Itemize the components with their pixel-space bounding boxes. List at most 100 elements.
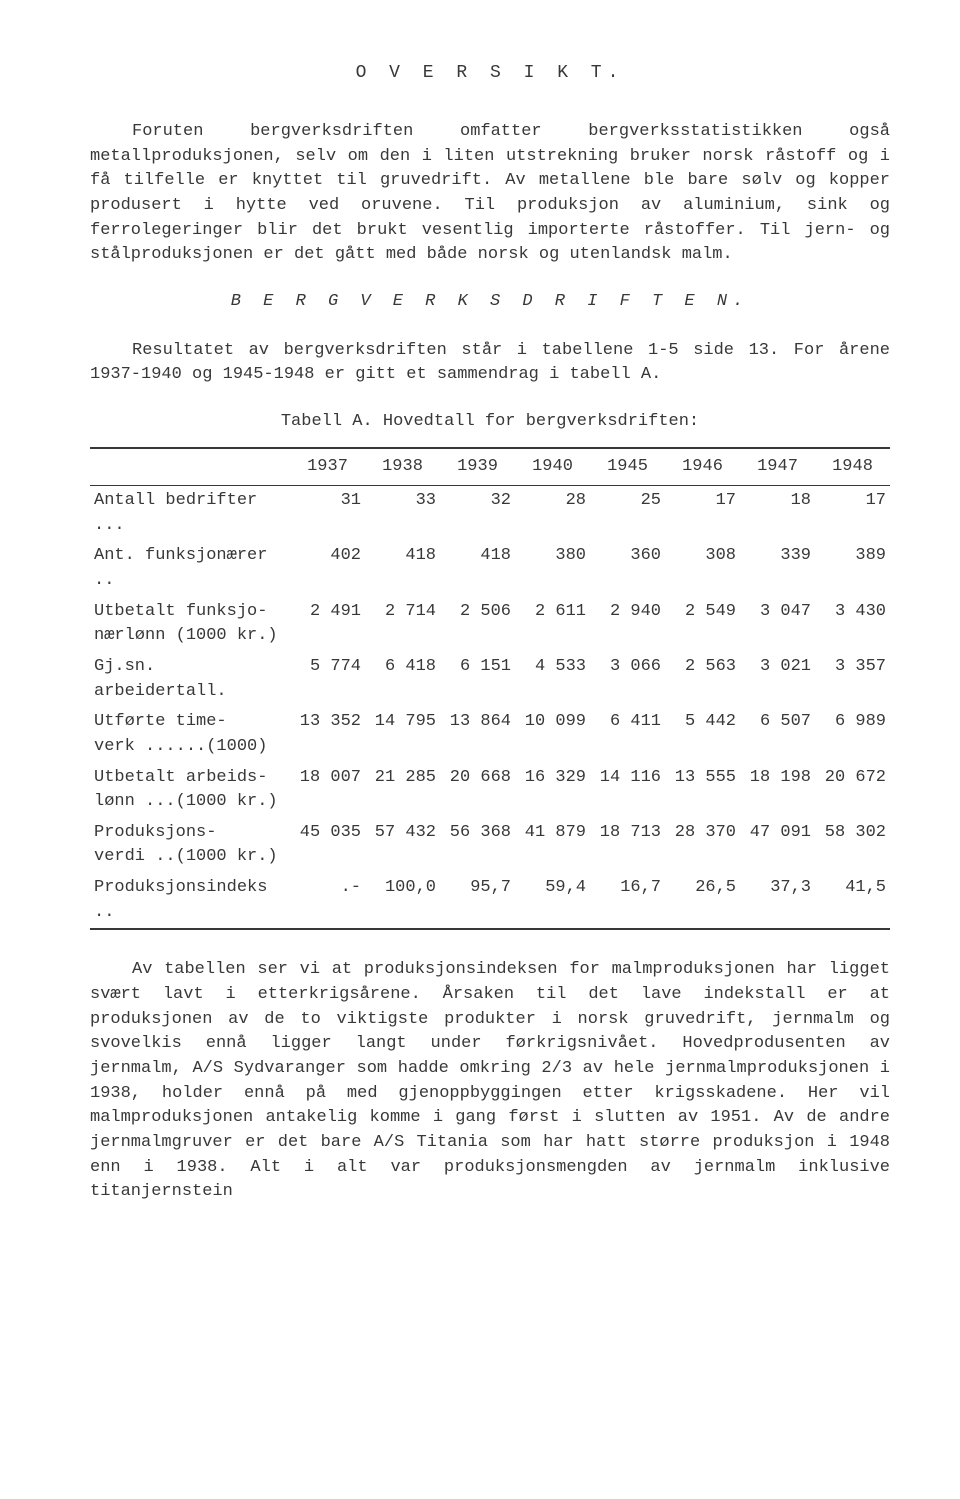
row-cell: 41,5 — [815, 873, 890, 929]
row-label: Gj.sn. arbeidertall. — [90, 652, 290, 707]
row-cell: 17 — [665, 486, 740, 542]
row-cell: 10 099 — [515, 707, 590, 762]
row-label: Utførte time- verk ......(1000) — [90, 707, 290, 762]
row-cell: 380 — [515, 541, 590, 596]
row-cell: 28 370 — [665, 818, 740, 873]
row-cell: 2 549 — [665, 597, 740, 652]
row-label: Produksjonsindeks .. — [90, 873, 290, 929]
table-header-year: 1940 — [515, 448, 590, 486]
row-label: Utbetalt funksjo- nærlønn (1000 kr.) — [90, 597, 290, 652]
table-row: Gj.sn. arbeidertall.5 7746 4186 1514 533… — [90, 652, 890, 707]
table-header-year: 1939 — [440, 448, 515, 486]
row-cell: 339 — [740, 541, 815, 596]
row-cell: 13 864 — [440, 707, 515, 762]
row-cell: 16,7 — [590, 873, 665, 929]
row-cell: 58 302 — [815, 818, 890, 873]
row-cell: 18 — [740, 486, 815, 542]
row-cell: 5 774 — [290, 652, 365, 707]
row-label: Ant. funksjonærer .. — [90, 541, 290, 596]
row-cell: 18 007 — [290, 763, 365, 818]
row-cell: 3 066 — [590, 652, 665, 707]
row-cell: 3 430 — [815, 597, 890, 652]
row-cell: 6 411 — [590, 707, 665, 762]
row-cell: 100,0 — [365, 873, 440, 929]
table-header-year: 1938 — [365, 448, 440, 486]
table-header-year: 1945 — [590, 448, 665, 486]
row-cell: 3 021 — [740, 652, 815, 707]
row-cell: 18 198 — [740, 763, 815, 818]
paragraph-analysis-text: Av tabellen ser vi at produksjonsindekse… — [90, 960, 890, 1201]
row-cell: 2 940 — [590, 597, 665, 652]
row-cell: 2 714 — [365, 597, 440, 652]
table-header-year: 1947 — [740, 448, 815, 486]
row-cell: 389 — [815, 541, 890, 596]
row-cell: 418 — [365, 541, 440, 596]
table-row: Utbetalt arbeids- lønn ...(1000 kr.)18 0… — [90, 763, 890, 818]
row-cell: 5 442 — [665, 707, 740, 762]
row-cell: 14 795 — [365, 707, 440, 762]
row-cell: 17 — [815, 486, 890, 542]
row-cell: 2 491 — [290, 597, 365, 652]
paragraph-intro: Foruten bergverksdriften omfatter bergve… — [90, 120, 890, 268]
table-header-blank — [90, 448, 290, 486]
row-cell: 2 563 — [665, 652, 740, 707]
row-cell: 21 285 — [365, 763, 440, 818]
row-cell: 37,3 — [740, 873, 815, 929]
row-label: Produksjons- verdi ..(1000 kr.) — [90, 818, 290, 873]
row-cell: 14 116 — [590, 763, 665, 818]
row-cell: 6 151 — [440, 652, 515, 707]
main-table: 1937 1938 1939 1940 1945 1946 1947 1948 … — [90, 447, 890, 931]
row-cell: 33 — [365, 486, 440, 542]
row-cell: 6 507 — [740, 707, 815, 762]
row-label: Utbetalt arbeids- lønn ...(1000 kr.) — [90, 763, 290, 818]
table-caption: Tabell A. Hovedtall for bergverksdriften… — [90, 410, 890, 435]
row-label: Antall bedrifter ... — [90, 486, 290, 542]
row-cell: 16 329 — [515, 763, 590, 818]
table-row: Utførte time- verk ......(1000)13 35214 … — [90, 707, 890, 762]
row-cell: 13 555 — [665, 763, 740, 818]
row-cell: 47 091 — [740, 818, 815, 873]
section-heading: B E R G V E R K S D R I F T E N. — [90, 290, 890, 315]
table-header-year: 1948 — [815, 448, 890, 486]
table-row: Produksjons- verdi ..(1000 kr.)45 03557 … — [90, 818, 890, 873]
row-cell: 418 — [440, 541, 515, 596]
row-cell: .- — [290, 873, 365, 929]
paragraph-result: Resultatet av bergverksdriften står i ta… — [90, 339, 890, 388]
row-cell: 20 668 — [440, 763, 515, 818]
row-cell: 25 — [590, 486, 665, 542]
table-header-year: 1937 — [290, 448, 365, 486]
table-row: Antall bedrifter ...3133322825171817 — [90, 486, 890, 542]
row-cell: 20 672 — [815, 763, 890, 818]
row-cell: 6 418 — [365, 652, 440, 707]
paragraph-result-text: Resultatet av bergverksdriften står i ta… — [90, 341, 890, 385]
table-row: Utbetalt funksjo- nærlønn (1000 kr.)2 49… — [90, 597, 890, 652]
row-cell: 360 — [590, 541, 665, 596]
table-header-year: 1946 — [665, 448, 740, 486]
row-cell: 402 — [290, 541, 365, 596]
row-cell: 95,7 — [440, 873, 515, 929]
row-cell: 3 047 — [740, 597, 815, 652]
table-row: Ant. funksjonærer ..40241841838036030833… — [90, 541, 890, 596]
table-header-row: 1937 1938 1939 1940 1945 1946 1947 1948 — [90, 448, 890, 486]
document-page: O V E R S I K T. Foruten bergverksdrifte… — [0, 0, 960, 1499]
row-cell: 45 035 — [290, 818, 365, 873]
row-cell: 3 357 — [815, 652, 890, 707]
row-cell: 59,4 — [515, 873, 590, 929]
row-cell: 31 — [290, 486, 365, 542]
row-cell: 308 — [665, 541, 740, 596]
row-cell: 41 879 — [515, 818, 590, 873]
page-title: O V E R S I K T. — [90, 60, 890, 86]
row-cell: 6 989 — [815, 707, 890, 762]
row-cell: 28 — [515, 486, 590, 542]
row-cell: 26,5 — [665, 873, 740, 929]
row-cell: 13 352 — [290, 707, 365, 762]
row-cell: 32 — [440, 486, 515, 542]
row-cell: 2 611 — [515, 597, 590, 652]
row-cell: 2 506 — [440, 597, 515, 652]
table-row: Produksjonsindeks ...-100,095,759,416,72… — [90, 873, 890, 929]
paragraph-intro-text: Foruten bergverksdriften omfatter bergve… — [90, 122, 890, 264]
row-cell: 57 432 — [365, 818, 440, 873]
row-cell: 4 533 — [515, 652, 590, 707]
paragraph-analysis: Av tabellen ser vi at produksjonsindekse… — [90, 958, 890, 1204]
row-cell: 56 368 — [440, 818, 515, 873]
